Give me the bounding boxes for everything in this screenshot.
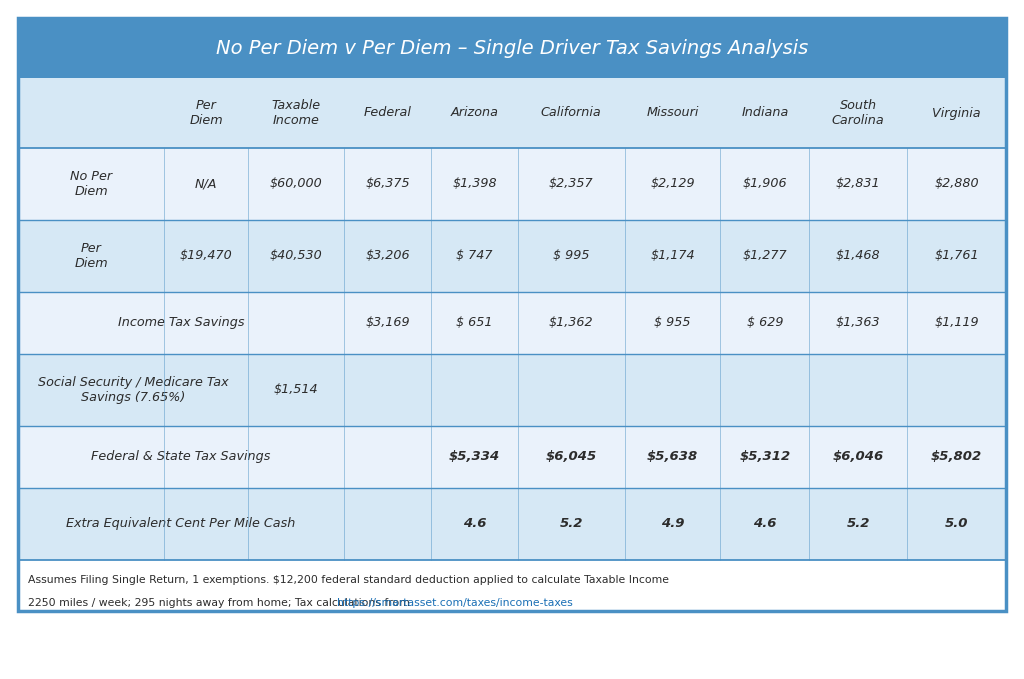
Text: $40,530: $40,530 xyxy=(269,249,323,263)
Bar xyxy=(18,18,1006,78)
Text: $1,363: $1,363 xyxy=(836,316,881,329)
Text: $1,468: $1,468 xyxy=(836,249,881,263)
Text: $5,638: $5,638 xyxy=(647,450,698,464)
Text: Indiana: Indiana xyxy=(741,107,788,120)
Text: Income Tax Savings: Income Tax Savings xyxy=(118,316,245,329)
Text: $1,277: $1,277 xyxy=(742,249,787,263)
Text: $6,046: $6,046 xyxy=(833,450,884,464)
Text: 2250 miles / week; 295 nights away from home; Tax calculations from: 2250 miles / week; 295 nights away from … xyxy=(28,598,414,608)
Text: $ 955: $ 955 xyxy=(654,316,691,329)
Bar xyxy=(18,426,1006,488)
Text: Missouri: Missouri xyxy=(646,107,698,120)
Text: $1,398: $1,398 xyxy=(453,177,497,191)
Text: $1,362: $1,362 xyxy=(549,316,594,329)
Text: $2,831: $2,831 xyxy=(836,177,881,191)
Text: https://smartasset.com/taxes/income-taxes: https://smartasset.com/taxes/income-taxe… xyxy=(337,598,573,608)
Text: No Per
Diem: No Per Diem xyxy=(70,170,113,198)
Text: Assumes Filing Single Return, 1 exemptions. $12,200 federal standard deduction a: Assumes Filing Single Return, 1 exemptio… xyxy=(28,575,669,585)
Text: $5,312: $5,312 xyxy=(739,450,791,464)
Text: 4.6: 4.6 xyxy=(463,517,486,530)
Text: $6,045: $6,045 xyxy=(546,450,597,464)
Text: $1,514: $1,514 xyxy=(273,384,318,397)
Text: $ 651: $ 651 xyxy=(457,316,493,329)
Bar xyxy=(18,292,1006,354)
Text: $2,880: $2,880 xyxy=(934,177,979,191)
Text: $60,000: $60,000 xyxy=(269,177,323,191)
Text: No Per Diem v Per Diem – Single Driver Tax Savings Analysis: No Per Diem v Per Diem – Single Driver T… xyxy=(216,39,808,58)
Text: Federal & State Tax Savings: Federal & State Tax Savings xyxy=(91,450,270,464)
Text: $2,357: $2,357 xyxy=(549,177,594,191)
Text: $5,802: $5,802 xyxy=(931,450,982,464)
Bar xyxy=(18,560,1006,631)
Text: $6,375: $6,375 xyxy=(366,177,410,191)
Text: 5.2: 5.2 xyxy=(847,517,870,530)
Text: $19,470: $19,470 xyxy=(180,249,232,263)
Bar xyxy=(18,488,1006,560)
Bar xyxy=(18,148,1006,220)
Text: N/A: N/A xyxy=(195,177,217,191)
Text: 4.9: 4.9 xyxy=(660,517,684,530)
Text: Virginia: Virginia xyxy=(932,107,981,120)
Text: Per
Diem: Per Diem xyxy=(189,99,223,127)
Text: Federal: Federal xyxy=(364,107,412,120)
Text: $3,169: $3,169 xyxy=(366,316,410,329)
Text: $1,119: $1,119 xyxy=(934,316,979,329)
Bar xyxy=(18,78,1006,148)
Text: $ 747: $ 747 xyxy=(457,249,493,263)
Text: $1,174: $1,174 xyxy=(650,249,695,263)
Text: Taxable
Income: Taxable Income xyxy=(271,99,321,127)
Bar xyxy=(18,354,1006,426)
Text: $3,206: $3,206 xyxy=(366,249,410,263)
Text: 5.0: 5.0 xyxy=(945,517,969,530)
Text: Social Security / Medicare Tax
Savings (7.65%): Social Security / Medicare Tax Savings (… xyxy=(38,376,228,404)
Text: $ 995: $ 995 xyxy=(553,249,590,263)
Text: Extra Equivalent Cent Per Mile Cash: Extra Equivalent Cent Per Mile Cash xyxy=(67,517,296,530)
Text: 5.2: 5.2 xyxy=(559,517,583,530)
Text: $ 629: $ 629 xyxy=(746,316,783,329)
Text: Arizona: Arizona xyxy=(451,107,499,120)
Bar xyxy=(18,220,1006,292)
Bar xyxy=(18,18,1006,611)
Text: Per
Diem: Per Diem xyxy=(75,242,108,270)
Text: 4.6: 4.6 xyxy=(754,517,776,530)
Text: $2,129: $2,129 xyxy=(650,177,695,191)
Text: $5,334: $5,334 xyxy=(449,450,500,464)
Text: $1,761: $1,761 xyxy=(934,249,979,263)
Text: South
Carolina: South Carolina xyxy=(831,99,885,127)
Text: $1,906: $1,906 xyxy=(742,177,787,191)
Text: California: California xyxy=(541,107,602,120)
